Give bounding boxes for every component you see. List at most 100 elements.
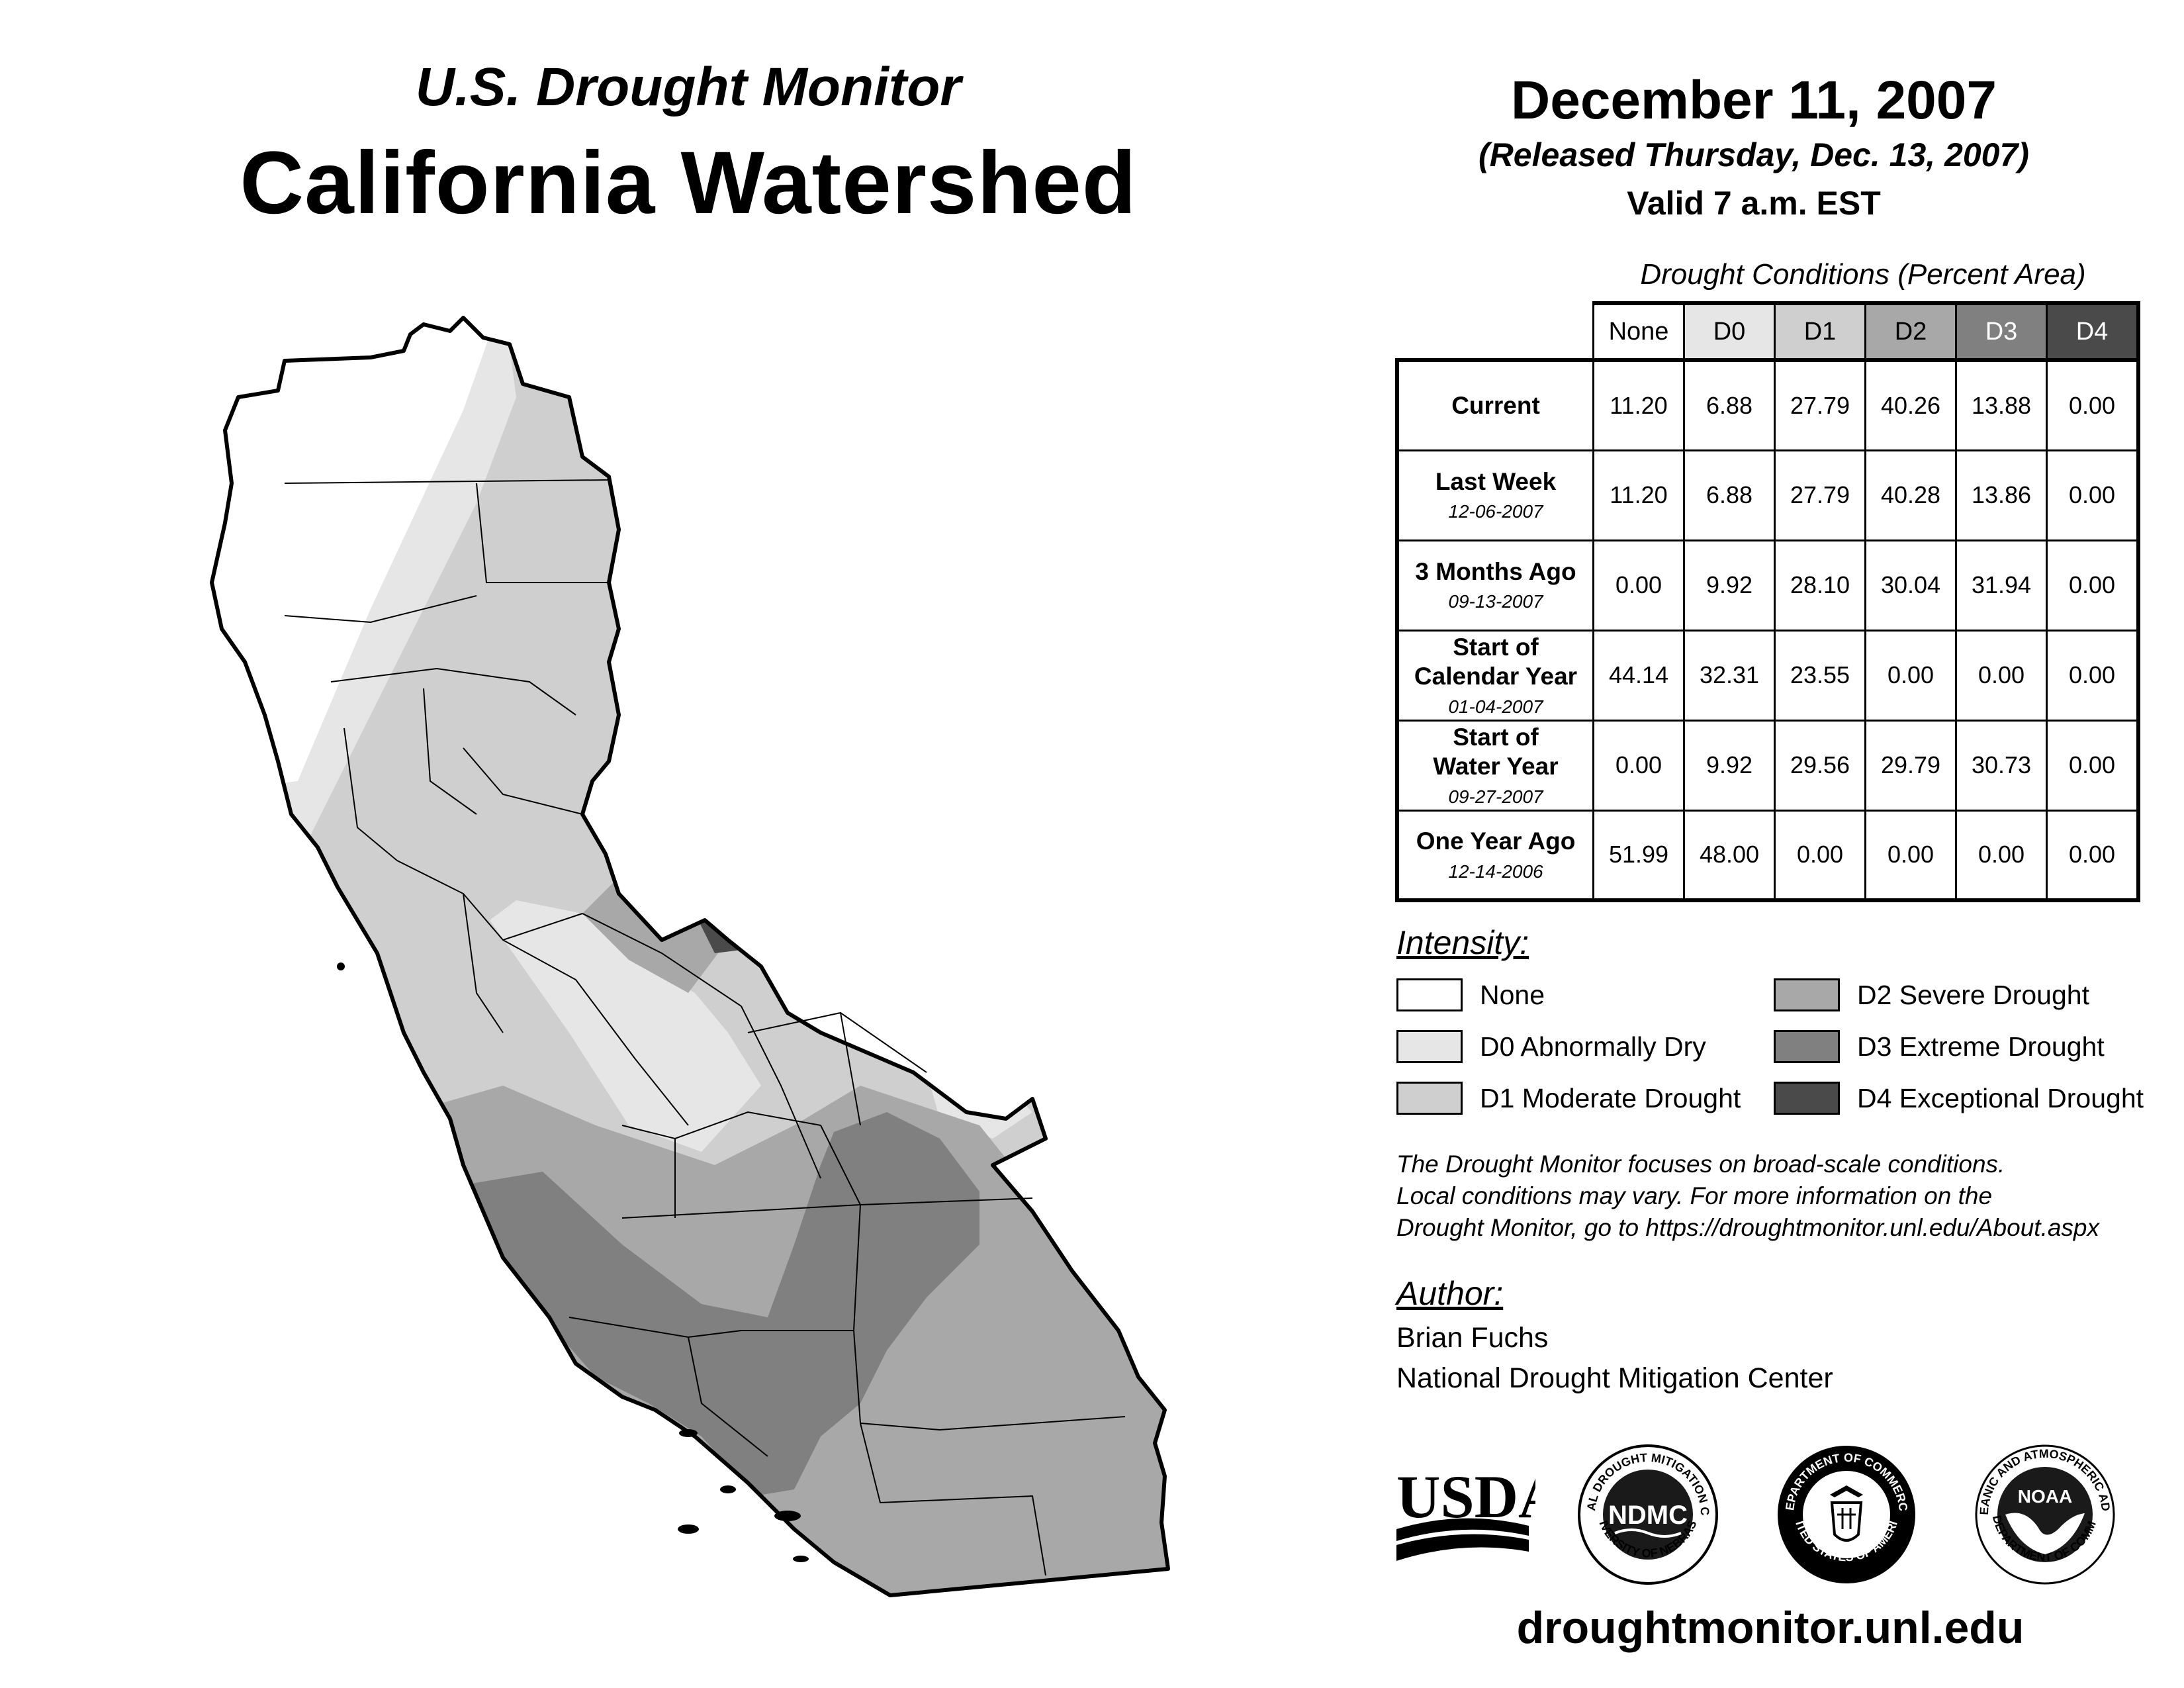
- row-label: Start of: [1453, 633, 1539, 661]
- table-cell: 48.00: [1683, 809, 1776, 902]
- legend-item: D2 Severe Drought: [1774, 978, 2089, 1011]
- table-cell: 40.26: [1864, 358, 1957, 451]
- legend-swatch: [1396, 978, 1463, 1011]
- table-cell: 0.00: [1955, 809, 2048, 902]
- table-cell: 29.79: [1864, 719, 1957, 812]
- row-date: 01-04-2007: [1448, 696, 1543, 717]
- table-cell: 6.88: [1683, 358, 1776, 451]
- row-header: Start of Water Year 09-27-2007: [1395, 719, 1594, 812]
- table-cell: 27.79: [1774, 449, 1866, 541]
- row-label: Water Year: [1433, 753, 1559, 780]
- channel-islands: [337, 962, 809, 1562]
- table-cell: 30.04: [1864, 539, 1957, 632]
- table-cell: 44.14: [1592, 629, 1685, 722]
- column-header: D0: [1683, 301, 1776, 361]
- row-label: Current: [1451, 391, 1540, 419]
- legend-item: D0 Abnormally Dry: [1396, 1030, 1706, 1063]
- row-header: Last Week 12-06-2007: [1395, 449, 1594, 541]
- table-cell: 0.00: [1592, 719, 1685, 812]
- table-cell: 0.00: [1864, 629, 1957, 722]
- table-row: Start of Water Year 09-27-2007 0.00 9.92 29.5…: [1395, 719, 2140, 812]
- row-label: Start of: [1453, 723, 1539, 751]
- table-cell: 0.00: [1592, 539, 1685, 632]
- page-title: California Watershed: [240, 134, 1137, 232]
- table-cell: 0.00: [1774, 809, 1866, 902]
- row-label: Last Week: [1435, 468, 1557, 495]
- table-cell: 0.00: [2046, 629, 2140, 722]
- table-row: One Year Ago 12-14-2006 51.99 48.00 0.00 0.00…: [1395, 809, 2140, 902]
- table-row: Start of Calendar Year 01-04-2007 44.14 32.3…: [1395, 629, 2140, 722]
- table-cell: 0.00: [2046, 719, 2140, 812]
- table-cell: 11.20: [1592, 449, 1685, 541]
- none-region: [212, 318, 503, 794]
- noaa-logo: NATIONAL OCEANIC AND ATMOSPHERIC ADMINIS…: [1972, 1442, 2115, 1585]
- legend-item: D3 Extreme Drought: [1774, 1030, 2105, 1063]
- table-cell: 0.00: [2046, 449, 2140, 541]
- table-cell: 0.00: [2046, 358, 2140, 451]
- legend-label: D4 Exceptional Drought: [1857, 1082, 2144, 1113]
- table-cell: 28.10: [1774, 539, 1866, 632]
- row-date: 09-13-2007: [1448, 591, 1543, 612]
- ndmc-logo: NATIONAL DROUGHT MITIGATION CENTER UNIVE…: [1575, 1442, 1718, 1585]
- legend-title: Intensity:: [1396, 924, 1529, 961]
- row-date: 09-27-2007: [1448, 786, 1543, 807]
- row-header: Current: [1395, 358, 1594, 451]
- table-caption: Drought Conditions (Percent Area): [1640, 258, 2086, 291]
- table-cell: 51.99: [1592, 809, 1685, 902]
- valid-time: Valid 7 a.m. EST: [1627, 185, 1881, 222]
- row-date: 12-06-2007: [1448, 501, 1543, 522]
- table-cell: 13.86: [1955, 449, 2048, 541]
- california-watershed-map: [210, 316, 1170, 1597]
- table-row: 3 Months Ago 09-13-2007 0.00 9.92 28.10 30.04…: [1395, 539, 2140, 632]
- legend-item: D4 Exceptional Drought: [1774, 1082, 2144, 1115]
- table-cell: 31.94: [1955, 539, 2048, 632]
- table-cell: 23.55: [1774, 629, 1866, 722]
- table-corner: [1397, 303, 1594, 360]
- column-header: D3: [1955, 301, 2048, 361]
- legend-item: None: [1396, 978, 1545, 1011]
- table-cell: 30.73: [1955, 719, 2048, 812]
- note-line: Drought Monitor, go to https://droughtmo…: [1396, 1214, 2099, 1241]
- row-label: Calendar Year: [1414, 663, 1578, 690]
- table-cell: 0.00: [2046, 539, 2140, 632]
- doc-seal-logo: DEPARTMENT OF COMMERCE UNITED STATES OF …: [1774, 1442, 1915, 1583]
- legend-item: D1 Moderate Drought: [1396, 1082, 1741, 1115]
- legend-swatch: [1774, 1030, 1840, 1063]
- legend-swatch: [1396, 1030, 1463, 1063]
- author-name: Brian Fuchs: [1396, 1322, 1549, 1354]
- note-line: Local conditions may vary. For more info…: [1396, 1182, 1993, 1209]
- watershed-outline: [210, 316, 1170, 1597]
- ndmc-logo-text: NDMC: [1608, 1501, 1688, 1530]
- legend-swatch: [1774, 978, 1840, 1011]
- website-url[interactable]: droughtmonitor.unl.edu: [1516, 1603, 2025, 1653]
- row-label: One Year Ago: [1416, 827, 1576, 855]
- row-label: 3 Months Ago: [1415, 558, 1576, 585]
- row-date: 12-14-2006: [1448, 861, 1543, 882]
- disclaimer-note: The Drought Monitor focuses on broad-sca…: [1396, 1149, 2177, 1244]
- row-header: 3 Months Ago 09-13-2007: [1395, 539, 1594, 632]
- table-cell: 9.92: [1683, 539, 1776, 632]
- column-header: D4: [2046, 301, 2140, 361]
- author-org: National Drought Mitigation Center: [1396, 1362, 1833, 1394]
- table-row: Last Week 12-06-2007 11.20 6.88 27.79 40.28 13…: [1395, 449, 2140, 541]
- map-subtitle: U.S. Drought Monitor: [415, 57, 962, 117]
- drought-conditions-table: None D0 D1 D2 D3 D4 Current 11.20 6.88 27.7…: [1395, 301, 2140, 902]
- basin-boundaries: [284, 479, 1126, 1576]
- author-title: Author:: [1396, 1275, 1504, 1312]
- row-header: Start of Calendar Year 01-04-2007: [1395, 629, 1594, 722]
- column-header: None: [1592, 301, 1685, 361]
- row-header: One Year Ago 12-14-2006: [1395, 809, 1594, 902]
- note-line: The Drought Monitor focuses on broad-sca…: [1396, 1150, 2005, 1178]
- legend-swatch: [1396, 1082, 1463, 1115]
- table-row: Current 11.20 6.88 27.79 40.26 13.88 0.00: [1395, 358, 2140, 451]
- table-cell: 9.92: [1683, 719, 1776, 812]
- table-cell: 32.31: [1683, 629, 1776, 722]
- table-cell: 0.00: [1864, 809, 1957, 902]
- table-cell: 40.28: [1864, 449, 1957, 541]
- table-cell: 0.00: [1955, 629, 2048, 722]
- table-cell: 29.56: [1774, 719, 1866, 812]
- legend-label: None: [1480, 979, 1545, 1010]
- legend-swatch: [1774, 1082, 1840, 1115]
- map-date: December 11, 2007: [1511, 70, 1997, 130]
